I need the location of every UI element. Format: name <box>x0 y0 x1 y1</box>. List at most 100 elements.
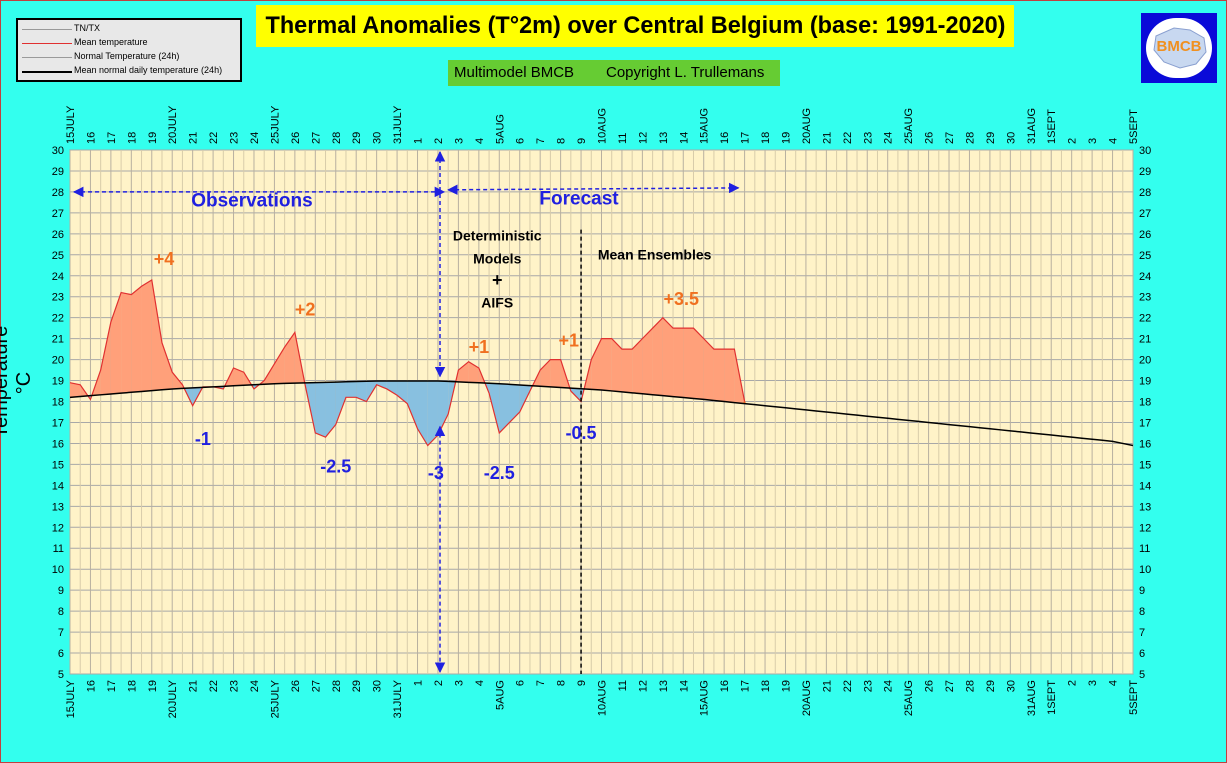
legend-swatch <box>22 57 72 58</box>
legend-item-mean-temperature: Mean temperature <box>20 36 238 50</box>
y-tick-label-right: 16 <box>1139 438 1151 450</box>
y-tick-label-right: 11 <box>1139 543 1150 555</box>
annotation-label: Deterministic <box>453 228 542 244</box>
y-tick-label-right: 13 <box>1139 501 1151 513</box>
x-tick-label-bottom: 27 <box>310 680 322 692</box>
y-tick-label-left: 18 <box>52 397 64 409</box>
annotation-label: Mean Ensembles <box>598 246 712 262</box>
annotations: +4 +2 +1 +1 +3.5 -1 -2.5 -3 -2.5 -0.5 Observations… <box>154 189 712 483</box>
y-tick-label-left: 24 <box>52 271 64 283</box>
x-tick-label-top: 7 <box>535 138 547 144</box>
x-tick-label-bottom: 28 <box>964 680 976 692</box>
annotation-label: -3 <box>428 463 444 483</box>
legend-label: Mean temperature <box>74 37 148 47</box>
anomaly-area-segment <box>673 328 684 398</box>
x-tick-label-bottom: 18 <box>126 680 138 692</box>
y-tick-label-right: 24 <box>1139 271 1151 283</box>
x-tick-label-top: 31JULY <box>392 105 404 144</box>
x-tick-label-top: 29 <box>985 132 997 144</box>
annotation-label: Models <box>473 251 521 267</box>
x-tick-label-top: 16 <box>85 132 97 144</box>
y-tick-label-left: 8 <box>58 606 64 618</box>
x-tick-label-bottom: 16 <box>719 680 731 692</box>
y-tick-label-left: 14 <box>52 480 64 492</box>
y-tick-label-left: 19 <box>52 376 64 388</box>
x-tick-label-top: 28 <box>964 132 976 144</box>
x-tick-label-top: 15JULY <box>65 105 77 144</box>
y-tick-label-right: 23 <box>1139 292 1151 304</box>
y-tick-label-right: 7 <box>1139 627 1145 639</box>
x-tick-label-bottom: 4 <box>474 680 486 686</box>
x-tick-label-bottom: 25JULY <box>269 679 281 718</box>
x-tick-label-bottom: 20JULY <box>167 679 179 718</box>
y-tick-label-left: 10 <box>52 564 64 576</box>
x-tick-label-top: 5AUG <box>494 114 506 144</box>
y-tick-label-right: 6 <box>1139 648 1145 660</box>
anomaly-area-segment <box>345 381 357 398</box>
x-tick-label-bottom: 2 <box>433 680 445 686</box>
annotation-label: -2.5 <box>484 463 515 483</box>
anomaly-area-segment <box>693 328 704 400</box>
x-tick-label-bottom: 30 <box>1005 680 1017 692</box>
x-tick-label-bottom: 4 <box>1108 680 1120 686</box>
y-tick-label-right: 30 <box>1139 145 1151 157</box>
x-tick-label-bottom: 31AUG <box>1026 680 1038 716</box>
x-tick-label-top: 31AUG <box>1026 108 1038 144</box>
y-tick-label-right: 14 <box>1139 480 1151 492</box>
x-tick-label-bottom: 8 <box>556 680 568 686</box>
x-tick-label-bottom: 26 <box>290 680 302 692</box>
copyright: Copyright L. Trullemans <box>606 64 765 81</box>
anomaly-area-segment <box>315 382 326 438</box>
x-tick-label-top: 18 <box>126 132 138 144</box>
chart-subtitle: Multimodel BMCB Copyright L. Trullemans <box>448 60 780 86</box>
x-tick-label-top: 27 <box>944 132 956 144</box>
y-tick-label-right: 25 <box>1139 250 1151 262</box>
x-tick-label-top: 4 <box>1108 138 1120 144</box>
y-tick-label-right: 10 <box>1139 564 1151 576</box>
y-tick-label-left: 28 <box>52 187 64 199</box>
anomaly-area-segment <box>110 292 122 394</box>
belgium-map-icon <box>1153 27 1207 69</box>
x-tick-label-top: 29 <box>351 132 363 144</box>
anomaly-area-segment <box>540 359 551 387</box>
anomaly-area-segment <box>121 292 132 394</box>
y-tick-label-right: 28 <box>1139 187 1151 199</box>
x-tick-label-top: 22 <box>208 132 220 144</box>
x-tick-label-top: 12 <box>637 132 649 144</box>
x-tick-label-top: 30 <box>1005 132 1017 144</box>
x-tick-label-top: 3 <box>1087 138 1099 144</box>
x-tick-label-bottom: 26 <box>924 680 936 692</box>
x-tick-label-bottom: 30 <box>372 680 384 692</box>
x-tick-label-top: 19 <box>147 132 159 144</box>
legend-item-normal-temperature: Normal Temperature (24h) <box>20 50 238 64</box>
x-tick-label-top: 16 <box>719 132 731 144</box>
x-tick-label-top: 10AUG <box>597 108 609 144</box>
anomaly-area-segment <box>489 383 500 433</box>
y-tick-label-right: 17 <box>1139 417 1151 429</box>
x-tick-label-bottom: 7 <box>535 680 547 686</box>
anomaly-area-segment <box>284 332 295 384</box>
x-tick-label-top: 24 <box>883 132 895 144</box>
x-tick-label-bottom: 28 <box>331 680 343 692</box>
y-tick-label-left: 5 <box>58 669 64 681</box>
legend-label: Normal Temperature (24h) <box>74 51 180 61</box>
y-tick-label-left: 17 <box>52 417 64 429</box>
y-tick-label-left: 9 <box>58 585 64 597</box>
x-tick-label-top: 14 <box>678 132 690 144</box>
y-tick-label-right: 19 <box>1139 376 1151 388</box>
x-tick-label-top: 20JULY <box>167 105 179 144</box>
x-tick-label-bottom: 2 <box>1067 680 1079 686</box>
annotation-label: -1 <box>195 429 211 449</box>
annotation-label: -2.5 <box>320 456 351 476</box>
annotation-label: -0.5 <box>566 423 597 443</box>
y-tick-label-right: 20 <box>1139 355 1151 367</box>
x-tick-label-bottom: 27 <box>944 680 956 692</box>
anomaly-area-segment <box>417 380 428 446</box>
x-tick-label-bottom: 22 <box>208 680 220 692</box>
y-tick-label-left: 15 <box>52 459 64 471</box>
anomaly-area-segment <box>652 317 663 396</box>
x-tick-label-top: 22 <box>842 132 854 144</box>
period-markers <box>72 150 740 674</box>
y-tick-label-left: 6 <box>58 648 64 660</box>
x-tick-label-bottom: 31JULY <box>392 679 404 718</box>
